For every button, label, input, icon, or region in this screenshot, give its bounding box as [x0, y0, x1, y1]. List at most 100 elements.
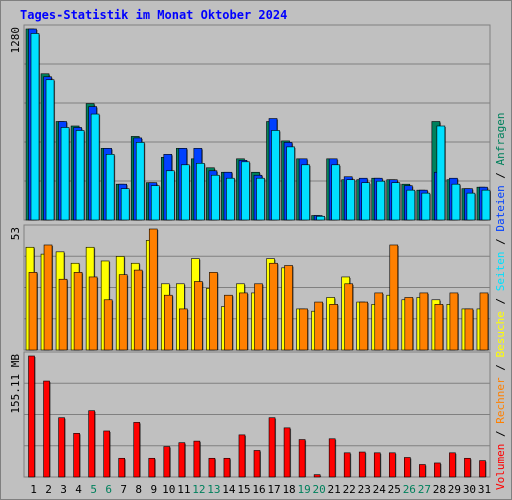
bar-volumen-day-3 [58, 417, 65, 478]
panel-top: 1280 [9, 24, 491, 221]
bar-seiten-day-13 [211, 174, 220, 221]
legend-besuche: Besuche [494, 311, 507, 357]
x-label-day-25: 25 [388, 483, 401, 496]
bar-rechner-day-6 [103, 299, 113, 351]
bar-rechner-day-31 [479, 292, 489, 351]
x-label-day-23: 23 [358, 483, 371, 496]
bar-rechner-day-14 [224, 294, 233, 351]
bar-rechner-day-26 [404, 297, 414, 351]
bar-seiten-day-14 [226, 177, 235, 221]
bar-rechner-day-22 [344, 283, 353, 351]
bar-seiten-day-17 [271, 130, 280, 221]
bar-rechner-day-19 [299, 308, 308, 351]
bar-rechner-day-13 [209, 272, 218, 351]
bar-volumen-day-5 [88, 410, 95, 478]
bar-seiten-day-28 [436, 125, 446, 221]
legend-sep: / [494, 358, 507, 378]
x-label-day-13: 13 [207, 483, 220, 496]
bar-seiten-day-29 [451, 183, 461, 221]
bar-volumen-day-22 [343, 452, 351, 478]
legend-sep: / [494, 424, 507, 444]
bar-seiten-day-20 [316, 215, 325, 221]
bar-rechner-day-27 [419, 292, 429, 351]
x-label-day-15: 15 [237, 483, 250, 496]
legend-sep: / [494, 291, 507, 311]
x-label-day-24: 24 [373, 483, 387, 496]
x-label-day-3: 3 [60, 483, 67, 496]
bar-seiten-day-2 [45, 79, 55, 221]
legend-sep: / [494, 232, 507, 252]
bar-seiten-day-1 [30, 33, 40, 221]
bar-seiten-day-18 [286, 146, 295, 221]
bar-volumen-day-4 [73, 433, 80, 478]
bar-volumen-day-17 [268, 417, 276, 478]
bar-rechner-day-12 [194, 281, 203, 351]
bar-seiten-day-4 [75, 130, 85, 221]
chart-title: Tages-Statistik im Monat Oktober 2024 [20, 8, 288, 22]
bar-seiten-day-11 [181, 164, 190, 221]
bar-seiten-day-15 [241, 161, 250, 221]
panel-bottom: 155.11 MB [9, 351, 491, 478]
bar-volumen-day-23 [358, 451, 366, 478]
bar-rechner-day-29 [449, 292, 459, 351]
bar-volumen-day-14 [223, 457, 231, 478]
x-label-day-21: 21 [328, 483, 341, 496]
legend-seiten: Seiten [494, 252, 507, 292]
bar-volumen-day-24 [373, 452, 381, 478]
bar-seiten-day-27 [421, 192, 431, 221]
bar-rechner-day-28 [434, 304, 444, 351]
x-label-day-16: 16 [252, 483, 265, 496]
bar-rechner-day-4 [73, 272, 83, 351]
bar-volumen-day-10 [163, 446, 171, 478]
legend-sep: / [494, 165, 507, 185]
x-label-day-2: 2 [45, 483, 52, 496]
bar-seiten-day-19 [301, 164, 310, 221]
bar-volumen-day-2 [43, 380, 50, 478]
bar-volumen-day-18 [283, 427, 291, 478]
ytick-label: 1280 [9, 27, 22, 54]
bar-rechner-day-16 [254, 283, 263, 351]
bar-rechner-day-5 [88, 276, 98, 351]
bar-rechner-day-1 [28, 272, 38, 351]
bar-volumen-day-27 [419, 464, 426, 478]
legend: Volumen / Rechner / Besuche / Seiten / D… [494, 112, 507, 490]
bar-seiten-day-24 [376, 180, 386, 221]
bar-seiten-day-9 [150, 185, 160, 221]
bar-rechner-day-24 [374, 292, 384, 351]
bar-seiten-day-26 [406, 189, 416, 221]
bar-volumen-day-30 [464, 457, 471, 478]
x-label-day-9: 9 [150, 483, 157, 496]
ytick-label: 155.11 MB [9, 354, 22, 414]
x-label-day-10: 10 [162, 483, 175, 496]
bar-volumen-day-8 [133, 422, 141, 478]
bar-seiten-day-5 [90, 113, 100, 221]
x-label-day-26: 26 [403, 483, 416, 496]
x-label-day-31: 31 [478, 483, 491, 496]
x-label-day-28: 28 [433, 483, 446, 496]
bar-rechner-day-21 [329, 304, 338, 351]
x-label-day-6: 6 [105, 483, 112, 496]
bar-volumen-day-28 [434, 462, 441, 478]
x-label-day-17: 17 [267, 483, 280, 496]
bar-seiten-day-31 [481, 189, 491, 221]
bar-volumen-day-29 [449, 452, 456, 478]
x-label-day-19: 19 [297, 483, 310, 496]
bar-rechner-day-3 [58, 278, 68, 351]
x-label-day-20: 20 [313, 483, 326, 496]
bar-volumen-day-16 [253, 450, 261, 478]
x-label-day-14: 14 [222, 483, 236, 496]
bar-rechner-day-8 [133, 269, 143, 351]
bar-rechner-day-11 [179, 308, 188, 351]
bar-rechner-day-23 [359, 301, 369, 351]
bar-seiten-day-3 [60, 127, 70, 221]
x-label-day-18: 18 [282, 483, 295, 496]
panel-middle: 53 [9, 224, 491, 351]
bar-rechner-day-20 [314, 301, 323, 351]
x-label-day-29: 29 [448, 483, 461, 496]
bar-seiten-day-30 [466, 192, 476, 221]
bar-volumen-day-26 [404, 457, 411, 478]
bar-volumen-day-25 [388, 452, 396, 478]
bar-volumen-day-13 [208, 457, 216, 478]
